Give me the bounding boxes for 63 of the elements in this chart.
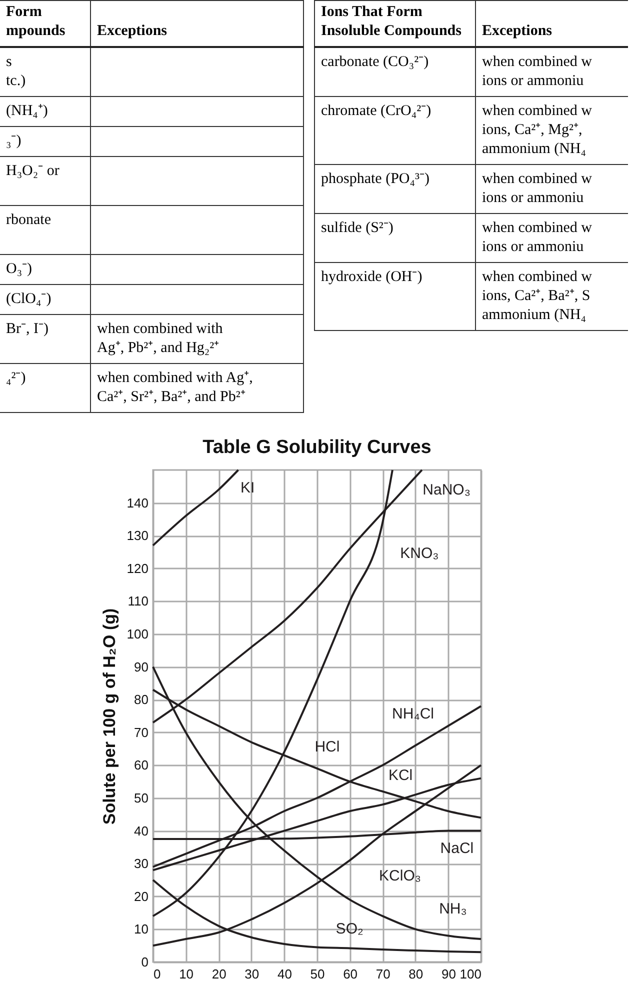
text: when combined w ions or ammoniu: [476, 47, 628, 96]
text: chromate (CrO₄²⁻): [314, 96, 476, 164]
text: s tc.): [0, 47, 90, 96]
text: (NH₄⁺): [0, 96, 90, 126]
x-tick-label: 60: [343, 966, 358, 982]
text: Exceptions: [476, 0, 628, 47]
x-tick-label: 10: [179, 966, 194, 982]
y-tick-label: 30: [134, 856, 148, 872]
y-tick-label: 120: [126, 560, 148, 576]
x-tick-label: 70: [376, 966, 390, 982]
text: O₃⁻): [0, 254, 90, 284]
y-tick-label: 70: [134, 724, 148, 740]
y-tick-label: 40: [134, 823, 148, 838]
annotation: NaNO₃: [422, 481, 470, 498]
text: Br⁻, I⁻): [0, 314, 90, 364]
y-tick-label: 60: [134, 758, 148, 773]
annotation: SO₂: [336, 920, 364, 938]
annotation: KCl: [388, 766, 413, 784]
y-axis-title: Solute per 100 g of H₂O (g): [100, 608, 119, 825]
text: Form mpounds: [0, 0, 90, 47]
annotation: KNO₃: [400, 544, 439, 562]
x-tick-label: 80: [408, 966, 424, 982]
text: carbonate (CO₃²⁻): [314, 47, 476, 96]
text: when combined w ions or ammoniu: [476, 164, 628, 214]
y-tick-label: 100: [126, 626, 148, 642]
annotation: KI: [240, 480, 255, 497]
x-tick-label: 0: [154, 966, 161, 982]
y-tick-label: 50: [134, 790, 148, 806]
y-tick-label: 130: [126, 528, 148, 544]
annotation: KClO₃: [379, 868, 421, 885]
annotation: NaCl: [440, 840, 474, 858]
chart-title: Table G Solubility Curves: [202, 437, 432, 458]
text: H₃O₂⁻ or: [0, 156, 90, 206]
annotation: HCl: [314, 738, 340, 756]
text: when combined w ions or ammoniu: [476, 214, 628, 262]
text: sulfide (S²⁻): [314, 214, 476, 262]
text: when combined with Ag⁺, Pb²⁺, and Hg₂²⁺: [90, 314, 304, 364]
text: when combined with Ag⁺, Ca²⁺, Sr²⁺, Ba²⁺, and Pb²⁺: [90, 364, 304, 412]
annotation: NH₃: [439, 900, 467, 918]
annotation: NH₄Cl: [392, 705, 434, 722]
text: ₄²⁻): [0, 364, 90, 412]
text: ₃⁻): [0, 126, 90, 156]
x-tick-label: 20: [212, 966, 226, 982]
text: Exceptions: [90, 0, 304, 47]
y-tick-label: 90: [134, 659, 148, 674]
text: when combined w ions, Ca²⁺, Mg²⁺, ammonium (NH₄: [476, 96, 628, 164]
x-tick-label: 50: [310, 966, 325, 982]
y-tick-label: 0: [141, 954, 148, 970]
y-tick-label: 80: [134, 692, 148, 708]
x-tick-label: 90: [441, 966, 456, 982]
y-tick-label: 20: [134, 888, 148, 904]
text: when combined w ions, Ca²⁺, Ba²⁺, S ammonium (NH₄: [476, 262, 628, 330]
text: hydroxide (OH⁻): [314, 262, 476, 330]
x-tick-label: 40: [277, 966, 292, 982]
text: phosphate (PO₄³⁻): [314, 164, 476, 214]
x-tick-label: 30: [244, 966, 260, 982]
text: rbonate: [0, 206, 90, 254]
text: (ClO₄⁻): [0, 284, 90, 314]
text: Ions That Form Insoluble Compounds: [314, 0, 476, 47]
x-tick-label: 100: [460, 966, 482, 982]
y-tick-label: 110: [128, 594, 148, 609]
y-tick-label: 10: [134, 922, 148, 937]
y-tick-label: 140: [126, 495, 148, 510]
